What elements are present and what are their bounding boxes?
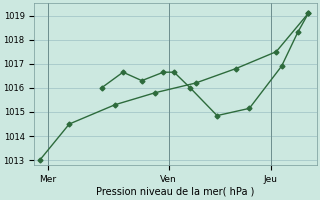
X-axis label: Pression niveau de la mer( hPa ): Pression niveau de la mer( hPa ) (96, 187, 255, 197)
